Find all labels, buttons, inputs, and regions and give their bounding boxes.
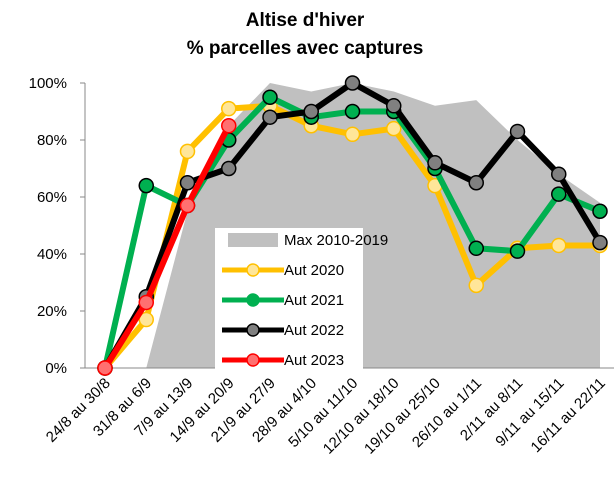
chart-subtitle: % parcelles avec captures — [187, 38, 424, 59]
point — [222, 119, 236, 133]
legend: Max 2010-2019 Aut 2020 Aut 2021 Aut 2022 Aut… — [215, 228, 388, 372]
y-tick-label: 100% — [29, 75, 67, 92]
legend-marker — [247, 324, 259, 336]
point — [98, 361, 112, 375]
point — [469, 241, 483, 255]
legend-label: Aut 2021 — [284, 292, 344, 309]
chart-title: Altise d'hiver — [246, 10, 365, 31]
point — [346, 105, 360, 119]
point — [181, 144, 195, 158]
point — [511, 124, 525, 138]
point — [222, 162, 236, 176]
point — [263, 90, 277, 104]
point — [304, 105, 318, 119]
y-tick-label: 20% — [37, 303, 67, 320]
point — [593, 236, 607, 250]
y-tick-label: 80% — [37, 132, 67, 149]
point — [387, 99, 401, 113]
point — [346, 127, 360, 141]
point — [469, 176, 483, 190]
point — [552, 167, 566, 181]
point — [181, 199, 195, 213]
point — [593, 204, 607, 218]
x-tick-label: 16/11 au 22/11 — [528, 375, 609, 456]
legend-label: Max 2010-2019 — [284, 232, 388, 249]
point — [552, 238, 566, 252]
point — [181, 176, 195, 190]
point — [222, 102, 236, 116]
y-tick-label: 40% — [37, 246, 67, 263]
legend-swatch — [228, 233, 278, 247]
chart: Altise d'hiver % parcelles avec captures… — [0, 0, 614, 486]
point — [552, 187, 566, 201]
point — [139, 179, 153, 193]
point — [387, 122, 401, 136]
point — [469, 278, 483, 292]
plot-area: 0%20%40%60%80%100%24/8 au 30/831/8 au 6/… — [29, 75, 614, 458]
point — [511, 244, 525, 258]
y-tick-label: 60% — [37, 189, 67, 206]
point — [139, 295, 153, 309]
y-tick-label: 0% — [45, 360, 67, 377]
point — [428, 156, 442, 170]
legend-marker — [247, 264, 259, 276]
legend-label: Aut 2023 — [284, 352, 344, 369]
point — [346, 76, 360, 90]
legend-label: Aut 2020 — [284, 262, 344, 279]
legend-marker — [247, 294, 259, 306]
point — [263, 110, 277, 124]
legend-label: Aut 2022 — [284, 322, 344, 339]
legend-marker — [247, 354, 259, 366]
